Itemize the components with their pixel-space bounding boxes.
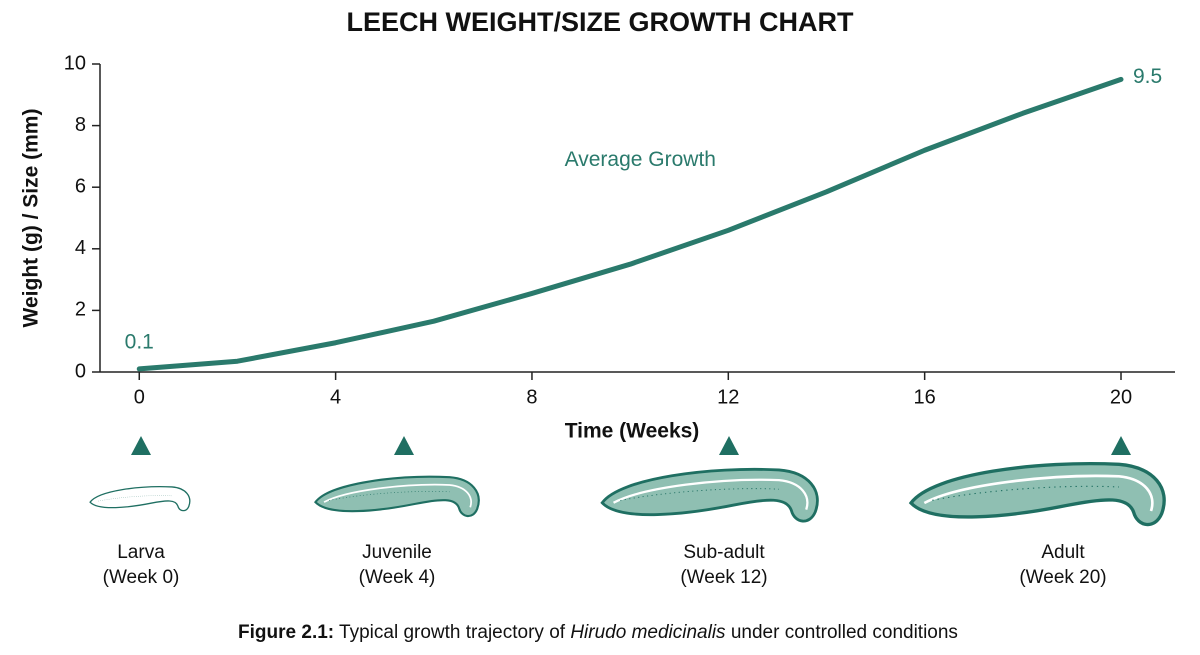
stage-name: Juvenile bbox=[362, 542, 432, 563]
stage-week: (Week 12) bbox=[680, 567, 767, 588]
y-axis-label: Weight (g) / Size (mm) bbox=[20, 109, 43, 328]
y-tick-label: 0 bbox=[75, 360, 86, 382]
y-tick-label: 6 bbox=[75, 175, 86, 197]
stage-marker bbox=[394, 436, 414, 455]
y-tick-label: 8 bbox=[75, 114, 86, 136]
x-tick-label: 20 bbox=[1110, 386, 1132, 408]
stage-name: Sub-adult bbox=[683, 542, 765, 563]
x-axis-label: Time (Weeks) bbox=[565, 420, 700, 443]
illustrations bbox=[89, 461, 1166, 527]
value-label: 0.1 bbox=[125, 330, 154, 353]
caption-text: Typical growth trajectory of bbox=[334, 622, 570, 643]
x-tick-label: 12 bbox=[717, 386, 739, 408]
x-tick-label: 8 bbox=[526, 386, 537, 408]
stage-week: (Week 0) bbox=[103, 567, 180, 588]
caption-label: Figure 2.1: bbox=[238, 622, 334, 643]
stage-marker bbox=[1111, 436, 1131, 455]
subadult-illustration bbox=[600, 467, 819, 523]
series-label: Average Growth bbox=[565, 148, 716, 171]
value-label: 9.5 bbox=[1133, 65, 1162, 88]
stage-week: (Week 20) bbox=[1019, 567, 1106, 588]
larva-illustration bbox=[89, 485, 191, 512]
stage-week: (Week 4) bbox=[359, 567, 436, 588]
growth-line bbox=[136, 76, 1124, 372]
stage-name: Adult bbox=[1041, 542, 1085, 563]
caption: Figure 2.1: Typical growth trajectory of… bbox=[238, 622, 958, 643]
stage-marker bbox=[719, 436, 739, 455]
adult-illustration bbox=[909, 461, 1166, 527]
caption-text: under controlled conditions bbox=[726, 622, 958, 643]
chart-title: LEECH WEIGHT/SIZE GROWTH CHART bbox=[347, 7, 854, 37]
x-tick-label: 16 bbox=[914, 386, 936, 408]
stage-markers bbox=[131, 436, 1131, 455]
x-tick-label: 4 bbox=[330, 386, 341, 408]
y-tick-label: 4 bbox=[75, 237, 86, 259]
stage-name: Larva bbox=[117, 542, 165, 563]
y-tick-label: 2 bbox=[75, 299, 86, 321]
x-tick-label: 0 bbox=[134, 386, 145, 408]
juvenile-illustration bbox=[314, 475, 480, 518]
stage-marker bbox=[131, 436, 151, 455]
caption-species: Hirudo medicinalis bbox=[570, 622, 726, 643]
y-tick-label: 10 bbox=[64, 52, 86, 74]
